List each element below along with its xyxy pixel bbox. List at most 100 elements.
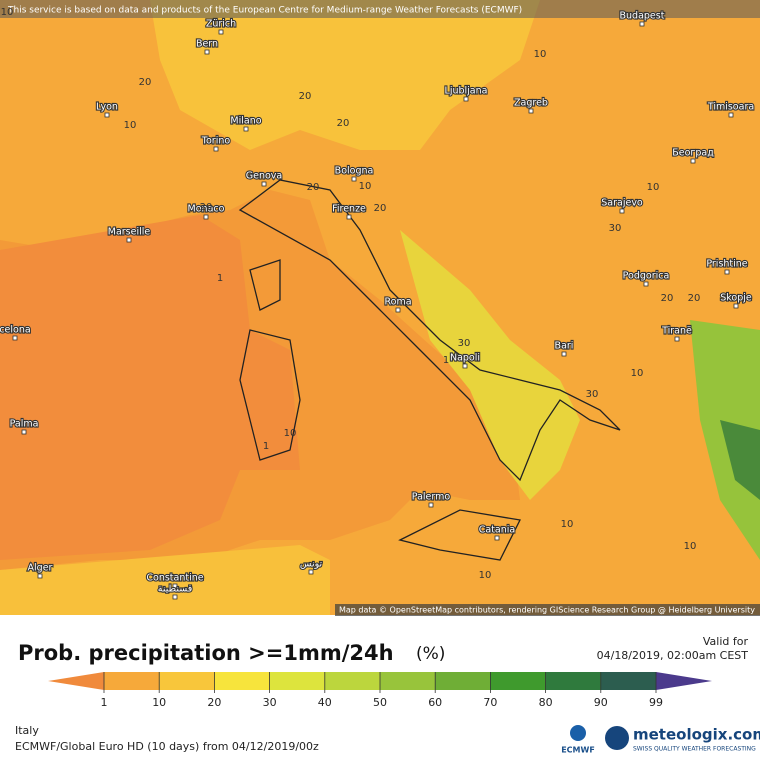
city-marker — [428, 502, 434, 508]
city-label: Ljubljana — [445, 86, 488, 97]
city-marker — [561, 351, 567, 357]
legend-tick-label: 1 — [101, 696, 108, 709]
contour-label: 10 — [684, 541, 697, 552]
city-label: celona — [0, 325, 31, 336]
legend-tick-label: 90 — [594, 696, 608, 709]
model-run: ECMWF/Global Euro HD (10 days) from 04/1… — [15, 740, 319, 753]
contour-label: 10 — [479, 570, 492, 581]
legend-tick-label: 60 — [428, 696, 442, 709]
coastline — [238, 179, 621, 561]
city-label: Alger — [28, 563, 53, 574]
brand: meteologix.com — [633, 726, 760, 744]
city-label: Lyon — [96, 102, 118, 113]
city-label: Bologna — [335, 166, 374, 177]
legend-tick-label: 40 — [318, 696, 332, 709]
city-marker — [494, 535, 500, 541]
contour-label: 10 — [647, 182, 660, 193]
city-label: Bern — [196, 39, 218, 50]
brand-logo — [605, 726, 629, 750]
contour-label: 30 — [586, 389, 599, 400]
city-marker — [346, 214, 352, 220]
city-label: Palma — [10, 419, 39, 430]
city-label: Napoli — [450, 353, 480, 364]
tagline: SWISS QUALITY WEATHER FORECASTING — [633, 746, 756, 753]
city-marker — [204, 49, 210, 55]
contour-label: 20 — [337, 118, 350, 129]
city-marker — [724, 269, 730, 275]
city-marker — [203, 214, 209, 220]
city-marker — [463, 96, 469, 102]
legend-swatch — [435, 672, 491, 690]
city-marker — [690, 158, 696, 164]
legend-swatch — [214, 672, 271, 690]
city-marker — [12, 335, 18, 341]
city-marker — [104, 112, 110, 118]
city-marker — [37, 573, 43, 579]
city-label: Budapest — [620, 11, 665, 22]
city-marker — [172, 583, 178, 589]
legend-arrow-left — [48, 672, 104, 690]
city-marker — [395, 307, 401, 313]
city-label: Marseille — [108, 227, 151, 238]
legend-title: Prob. precipitation >=1mm/24h — [18, 641, 394, 665]
city-label: Prishtine — [706, 259, 747, 270]
legend-tick-label: 99 — [649, 696, 663, 709]
contour-label: 20 — [307, 182, 320, 193]
legend-swatch — [380, 672, 436, 690]
contour-label: 10 — [124, 120, 137, 131]
city-marker — [462, 363, 468, 369]
legend-swatch — [269, 672, 326, 690]
city-marker — [21, 429, 27, 435]
contour-label: 10 — [561, 519, 574, 530]
city-label: Genova — [246, 171, 282, 182]
city-label: Bari — [555, 341, 574, 352]
notice-bar — [0, 0, 760, 18]
legend-tick-label: 50 — [373, 696, 387, 709]
legend-unit: (%) — [416, 644, 445, 664]
contour-label: 30 — [609, 223, 622, 234]
notice: This service is based on data and produc… — [7, 6, 522, 16]
city-marker — [308, 569, 314, 575]
contour-label: 10 — [534, 49, 547, 60]
contour-label: 20 — [374, 203, 387, 214]
north-africa — [0, 545, 330, 615]
city-label: تونس — [300, 559, 323, 570]
city-label: Catania — [479, 525, 515, 536]
city-label: Firenze — [332, 204, 366, 215]
contour-label: 10 — [1, 7, 14, 18]
city-label: Milano — [230, 116, 261, 127]
city-marker — [351, 176, 357, 182]
contour-label: 1 — [443, 355, 449, 366]
contour-label: 30 — [458, 338, 471, 349]
city-marker — [213, 146, 219, 152]
contour-label: 20 — [688, 293, 701, 304]
contour-label: 1 — [263, 441, 269, 452]
contour-label: 1 — [217, 273, 223, 284]
city-label: Timisoara — [707, 102, 754, 113]
contour-label: 20 — [299, 91, 312, 102]
apennines — [400, 230, 580, 500]
city-marker — [261, 181, 267, 187]
alps — [150, 0, 540, 150]
city-marker — [643, 281, 649, 287]
city-marker — [172, 594, 178, 600]
contour-label: 10 — [359, 181, 372, 192]
legend-tick-label: 80 — [539, 696, 553, 709]
city-label: قسنطينة — [158, 584, 193, 595]
city-marker — [619, 208, 625, 214]
city-marker — [674, 336, 680, 342]
city-label: Monaco — [188, 204, 225, 215]
city-label: Tiranë — [661, 326, 692, 337]
city-label: Torino — [201, 136, 231, 147]
valid-label: Valid for — [703, 635, 749, 648]
contour-label: 20 — [200, 202, 213, 213]
legend-arrow-right — [656, 672, 712, 690]
city-label: Zürich — [206, 19, 236, 30]
city-marker — [728, 112, 734, 118]
ecmwf-text: ECMWF — [561, 746, 595, 755]
contour-label: 20 — [661, 293, 674, 304]
legend-swatch — [490, 672, 547, 690]
sea-deep — [0, 215, 300, 560]
city-marker — [733, 303, 739, 309]
